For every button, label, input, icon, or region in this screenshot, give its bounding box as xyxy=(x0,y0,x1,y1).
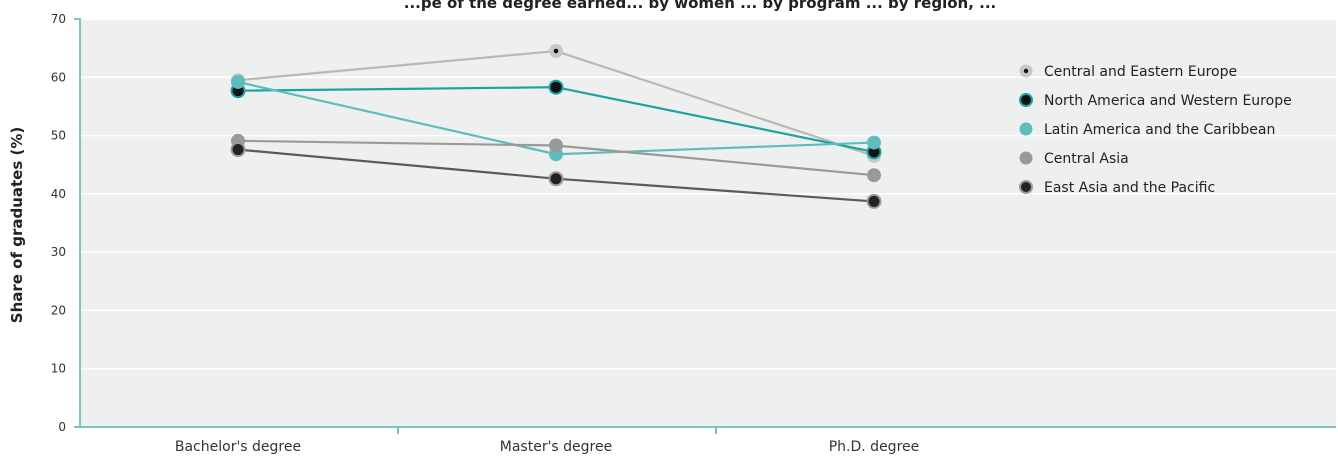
legend-item: East Asia and the Pacific xyxy=(1019,180,1215,196)
x-tick-labels: Bachelor's degree Master's degree Ph.D. de… xyxy=(175,439,919,455)
y-tick-labels: 0 10 20 30 40 50 60 70 xyxy=(51,12,66,434)
y-tick-label: 30 xyxy=(51,245,66,259)
data-point xyxy=(867,135,881,150)
y-tick-label: 40 xyxy=(51,187,66,201)
y-tick-label: 70 xyxy=(51,12,66,26)
data-point xyxy=(548,79,564,95)
legend: Central and Eastern Europe North America … xyxy=(1019,64,1292,196)
data-point-dot xyxy=(553,48,559,54)
gridlines xyxy=(80,18,1336,370)
legend-marker-dot xyxy=(1023,68,1029,74)
series-5 xyxy=(230,142,882,209)
data-point xyxy=(867,168,881,183)
data-point xyxy=(231,74,245,89)
x-tick-label: Ph.D. degree xyxy=(829,439,920,455)
data-point xyxy=(549,138,563,153)
legend-marker xyxy=(1019,122,1033,136)
legend-label: Central and Eastern Europe xyxy=(1044,64,1237,80)
y-tick-label: 50 xyxy=(51,129,66,143)
y-tick-label: 10 xyxy=(51,362,66,376)
y-tick-label: 20 xyxy=(51,303,66,317)
plot-area xyxy=(80,19,1336,427)
y-tick-label: 60 xyxy=(51,70,66,84)
data-point xyxy=(230,142,246,158)
legend-item: Central Asia xyxy=(1019,151,1129,167)
y-tick-label: 0 xyxy=(58,420,66,434)
data-point xyxy=(548,171,564,187)
legend-label: North America and Western Europe xyxy=(1044,93,1292,109)
series-lines xyxy=(230,44,882,209)
x-tick-label: Master's degree xyxy=(500,439,612,455)
legend-item: Latin America and the Caribbean xyxy=(1019,122,1275,138)
legend-marker xyxy=(1019,93,1033,107)
chart-title: ...pe of the degree earned... by women .… xyxy=(404,0,996,12)
x-tick-label: Bachelor's degree xyxy=(175,439,301,455)
legend-marker xyxy=(1019,151,1033,165)
legend-item: North America and Western Europe xyxy=(1019,93,1292,109)
legend-label: East Asia and the Pacific xyxy=(1044,180,1215,196)
legend-item: Central and Eastern Europe xyxy=(1019,64,1237,80)
axes xyxy=(74,18,1336,434)
data-point xyxy=(866,193,882,209)
legend-label: Latin America and the Caribbean xyxy=(1044,122,1275,138)
legend-marker xyxy=(1019,180,1033,194)
y-axis-title: Share of graduates (%) xyxy=(8,127,26,323)
legend-label: Central Asia xyxy=(1044,151,1129,167)
